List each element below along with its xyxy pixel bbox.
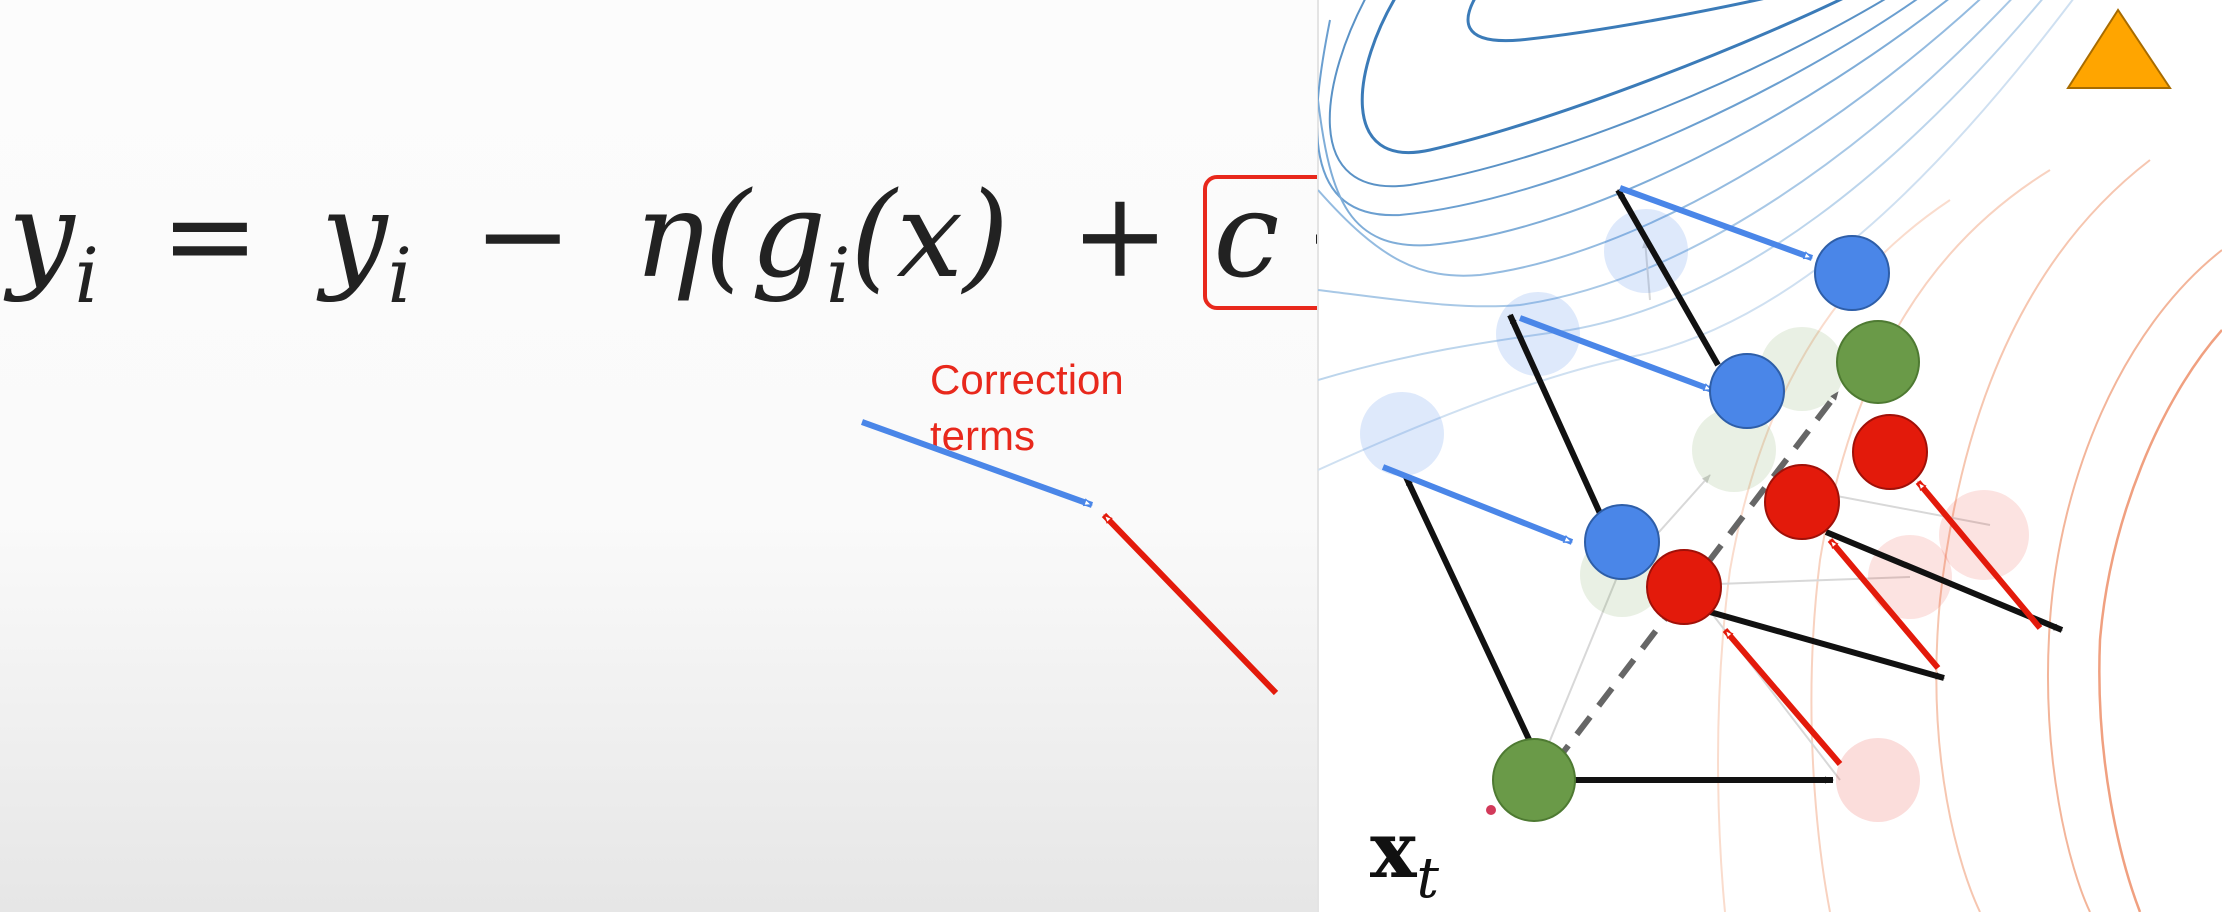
- orange-contour: [1935, 159, 2151, 912]
- blue-node: [1584, 504, 1660, 580]
- red-arrow: [1722, 628, 1843, 766]
- green-node-start: [1492, 738, 1576, 822]
- blue-contour: [1318, 0, 2074, 471]
- faded-blue-node: [1496, 292, 1580, 376]
- eq-g-sub: i: [826, 231, 851, 320]
- eq-lhs-sub: i: [74, 231, 99, 320]
- orange-contour: [1810, 169, 2051, 912]
- gradient-arrows: [1403, 188, 2064, 784]
- gradient-arrow: [1709, 609, 1945, 681]
- blue-contour: [1466, 0, 1764, 43]
- eq-minus: −: [473, 166, 573, 304]
- eq-lhs-var: y: [8, 166, 75, 304]
- eq-rhs-var: y: [320, 166, 388, 304]
- gradient-arrow: [1824, 529, 2064, 633]
- orange-contour: [2047, 249, 2222, 912]
- red-node: [1646, 549, 1722, 625]
- blue-arrow: [1618, 185, 1812, 261]
- blue-node: [1814, 235, 1890, 311]
- xt-symbol: x: [1370, 805, 1417, 896]
- eq-eta-open: η(: [633, 166, 751, 304]
- red-arrow: [1827, 538, 1941, 670]
- red-node: [1852, 414, 1928, 490]
- faint-line: [1689, 584, 1841, 781]
- correction-terms-label: Correction terms: [930, 356, 1124, 459]
- faded-blue-node: [1604, 209, 1688, 293]
- start-point-dot: [1486, 805, 1496, 815]
- blue-contour: [1318, 0, 1918, 217]
- red-arrow: [1915, 480, 2043, 630]
- blue-contour: [1360, 0, 1843, 154]
- blue-contour: [1318, 0, 2043, 381]
- eq-arg: (x): [850, 166, 1009, 304]
- orange-contour: [2098, 329, 2222, 912]
- gradient-arrow: [1507, 313, 1606, 522]
- eq-equals: =: [160, 166, 260, 304]
- correction-arrow-blue: [860, 419, 1092, 508]
- blue-contour: [1318, 0, 1949, 247]
- diagram-panel: [1318, 0, 2222, 912]
- green-node-end: [1836, 320, 1920, 404]
- blue-arrow: [1381, 464, 1572, 545]
- point-label-xt: xt: [1370, 805, 1439, 911]
- eq-box-c: c: [1213, 166, 1280, 304]
- blue-contour: [1328, 0, 1886, 188]
- blue-correction-arrows: [1381, 185, 1812, 545]
- faded-blue-node: [1360, 392, 1444, 476]
- gradient-arrow: [1403, 475, 1536, 750]
- eq-rhs-sub: i: [387, 231, 412, 320]
- correction-arrow-red: [1101, 512, 1279, 696]
- faded-green-node: [1692, 408, 1776, 492]
- faded-red-node: [1939, 490, 2029, 580]
- gradient-arrow: [1615, 188, 1721, 367]
- red-correction-arrows: [1722, 480, 2043, 766]
- blue-contour: [1318, 0, 2012, 308]
- eq-g: g: [750, 166, 827, 304]
- red-node: [1764, 464, 1840, 540]
- blue-contour: [1318, 0, 1981, 277]
- eq-plus: +: [1070, 166, 1170, 304]
- xt-subscript: t: [1416, 846, 1440, 911]
- blue-node: [1709, 353, 1785, 429]
- faint-arrow: [1642, 239, 1651, 301]
- faint-line: [1689, 576, 1911, 586]
- blue-arrow: [1518, 315, 1712, 393]
- faded-red-node: [1836, 738, 1920, 822]
- blue-contours: [1318, 0, 2074, 471]
- orange-triangle-icon: [2066, 8, 2172, 89]
